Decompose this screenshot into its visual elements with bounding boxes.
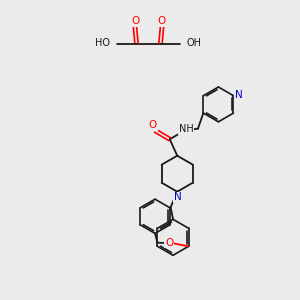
Text: HO: HO	[95, 38, 110, 49]
Text: O: O	[131, 16, 139, 26]
Text: O: O	[149, 120, 157, 130]
Text: NH: NH	[178, 124, 193, 134]
Text: O: O	[165, 238, 173, 248]
Text: N: N	[235, 90, 242, 100]
Text: OH: OH	[187, 38, 202, 49]
Text: N: N	[174, 192, 182, 202]
Text: O: O	[158, 16, 166, 26]
